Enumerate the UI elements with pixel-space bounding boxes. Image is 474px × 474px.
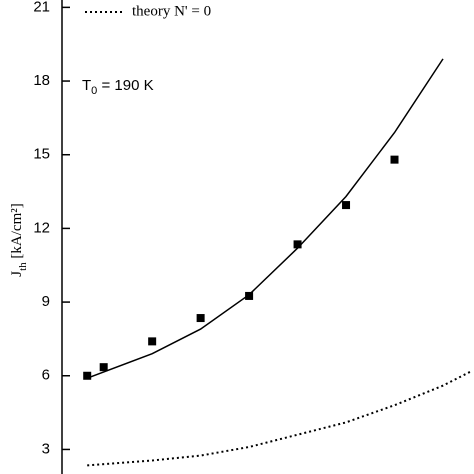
- annotation-main: T: [82, 77, 91, 94]
- annotation-rest: = 190 K: [97, 77, 153, 94]
- annotation-sub: 0: [91, 85, 97, 97]
- legend-label: theory N' = 0: [132, 3, 211, 19]
- marker: [148, 337, 157, 346]
- y-tick-label: 18: [33, 72, 50, 89]
- y-tick-label: 15: [33, 146, 50, 163]
- y-label-sub: th: [17, 262, 29, 271]
- annotation: T0 = 190 K: [82, 77, 154, 97]
- marker: [245, 291, 254, 300]
- y-axis-label: Jth [kA/cm²]: [9, 203, 28, 276]
- y-label-rest: [kA/cm²]: [9, 203, 25, 262]
- y-tick-label: 9: [42, 293, 50, 310]
- marker: [390, 155, 399, 164]
- marker: [196, 314, 205, 323]
- y-label-main: J: [9, 271, 25, 277]
- line: [86, 58, 444, 379]
- marker: [99, 363, 108, 372]
- y-tick-label: 12: [33, 219, 50, 236]
- marker: [83, 371, 92, 380]
- marker: [293, 240, 302, 249]
- y-tick-label: 3: [42, 440, 50, 457]
- y-tick-label: 6: [42, 367, 50, 384]
- marker: [342, 201, 351, 210]
- line: [87, 369, 473, 467]
- y-tick-label: 21: [33, 0, 50, 15]
